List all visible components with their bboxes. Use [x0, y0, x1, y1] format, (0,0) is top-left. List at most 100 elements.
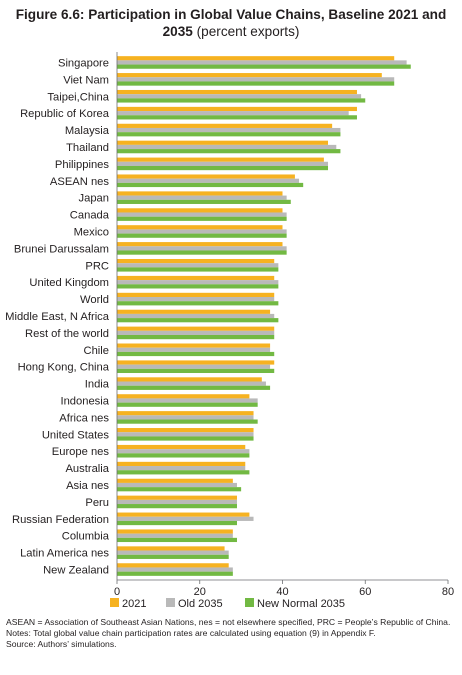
- category-label: Philippines: [55, 159, 110, 171]
- bar: [117, 360, 275, 365]
- bar: [117, 381, 266, 386]
- bar: [117, 165, 329, 171]
- bar: [117, 415, 254, 420]
- bar: [117, 216, 287, 221]
- bar: [117, 326, 275, 331]
- bar: [117, 280, 279, 285]
- bar: [117, 432, 254, 437]
- bar: [117, 94, 362, 99]
- bar: [117, 487, 242, 492]
- bar: [117, 567, 233, 572]
- bar: [117, 453, 250, 458]
- bar: [117, 347, 271, 352]
- category-label: Mexico: [74, 226, 109, 238]
- legend-label: New Normal 2035: [257, 598, 345, 610]
- bar: [117, 313, 275, 319]
- bar: [117, 246, 287, 251]
- legend-swatch: [166, 598, 175, 607]
- legend-swatch: [245, 598, 254, 607]
- category-label: Brunei Darussalam: [14, 243, 109, 255]
- legend-swatch: [110, 598, 119, 607]
- bar: [117, 140, 329, 145]
- bar: [117, 144, 337, 150]
- category-label: United States: [42, 429, 110, 441]
- bar: [117, 351, 275, 357]
- x-tick-label: 40: [276, 586, 288, 598]
- bar: [117, 550, 229, 555]
- bar: [117, 149, 341, 154]
- bar: [117, 225, 283, 230]
- bar: [117, 263, 279, 268]
- bar: [117, 449, 250, 454]
- bar: [117, 478, 233, 483]
- category-label: Australia: [65, 463, 109, 475]
- bar: [117, 533, 233, 538]
- category-label: Japan: [79, 193, 109, 205]
- category-label: United Kingdom: [29, 277, 109, 289]
- category-label: Europe nes: [52, 446, 110, 458]
- bar: [117, 335, 275, 340]
- bar: [117, 212, 287, 217]
- bar: [117, 512, 250, 517]
- x-tick-label: 80: [442, 586, 454, 598]
- bar: [117, 73, 382, 78]
- category-label: World: [80, 294, 109, 306]
- bar: [117, 529, 233, 534]
- category-label: New Zealand: [43, 565, 109, 577]
- bar: [117, 195, 287, 200]
- bar: [117, 106, 357, 112]
- bar: [117, 123, 333, 128]
- bar: [117, 402, 258, 407]
- bar: [117, 98, 366, 103]
- bar: [117, 411, 254, 416]
- bar: [117, 127, 341, 133]
- category-label: Indonesia: [60, 396, 109, 408]
- chart-title: Figure 6.6: Participation in Global Valu…: [0, 6, 462, 40]
- category-label: Hong Kong, China: [18, 362, 110, 374]
- bar: [117, 157, 324, 162]
- bar: [117, 64, 411, 69]
- category-label: Columbia: [62, 531, 110, 543]
- method-note: Notes: Total global value chain particip…: [6, 628, 376, 638]
- category-label: Thailand: [66, 142, 109, 154]
- bar: [117, 56, 395, 61]
- bar: [117, 470, 250, 475]
- category-label: Viet Nam: [63, 74, 109, 86]
- bar: [117, 318, 279, 323]
- bar: [117, 292, 275, 297]
- bar: [117, 444, 246, 450]
- bar: [117, 115, 357, 120]
- bar: [117, 242, 283, 247]
- bar: [117, 520, 237, 526]
- bar: [117, 398, 258, 403]
- bar: [117, 394, 250, 399]
- bar: [117, 516, 254, 521]
- bar: [117, 132, 341, 137]
- category-label: Middle East, N Africa: [5, 311, 110, 323]
- category-label: ASEAN nes: [50, 176, 109, 188]
- category-label: Republic of Korea: [20, 108, 110, 120]
- bar: [117, 385, 271, 390]
- bar: [117, 377, 262, 382]
- category-label: Chile: [84, 345, 110, 357]
- bar: [117, 275, 275, 281]
- bar: [117, 495, 237, 500]
- chart-title-suffix: (percent exports): [196, 24, 300, 39]
- x-tick-label: 0: [114, 586, 120, 598]
- category-label: Latin America nes: [20, 548, 109, 560]
- bar: [117, 89, 357, 95]
- bar: [117, 284, 279, 289]
- x-tick-label: 20: [194, 586, 206, 598]
- source-note: Source: Authors’ simulations.: [6, 639, 117, 649]
- bar: [117, 461, 246, 467]
- category-label: Asia nes: [66, 480, 109, 492]
- category-label: Singapore: [58, 57, 109, 69]
- bar: [117, 504, 237, 509]
- bar: [117, 60, 407, 65]
- bar: [117, 81, 395, 86]
- bar: [117, 208, 283, 213]
- category-label: Peru: [85, 497, 109, 509]
- bar: [117, 343, 271, 348]
- category-label: Taipei,China: [47, 91, 109, 103]
- category-label: Russian Federation: [12, 514, 109, 526]
